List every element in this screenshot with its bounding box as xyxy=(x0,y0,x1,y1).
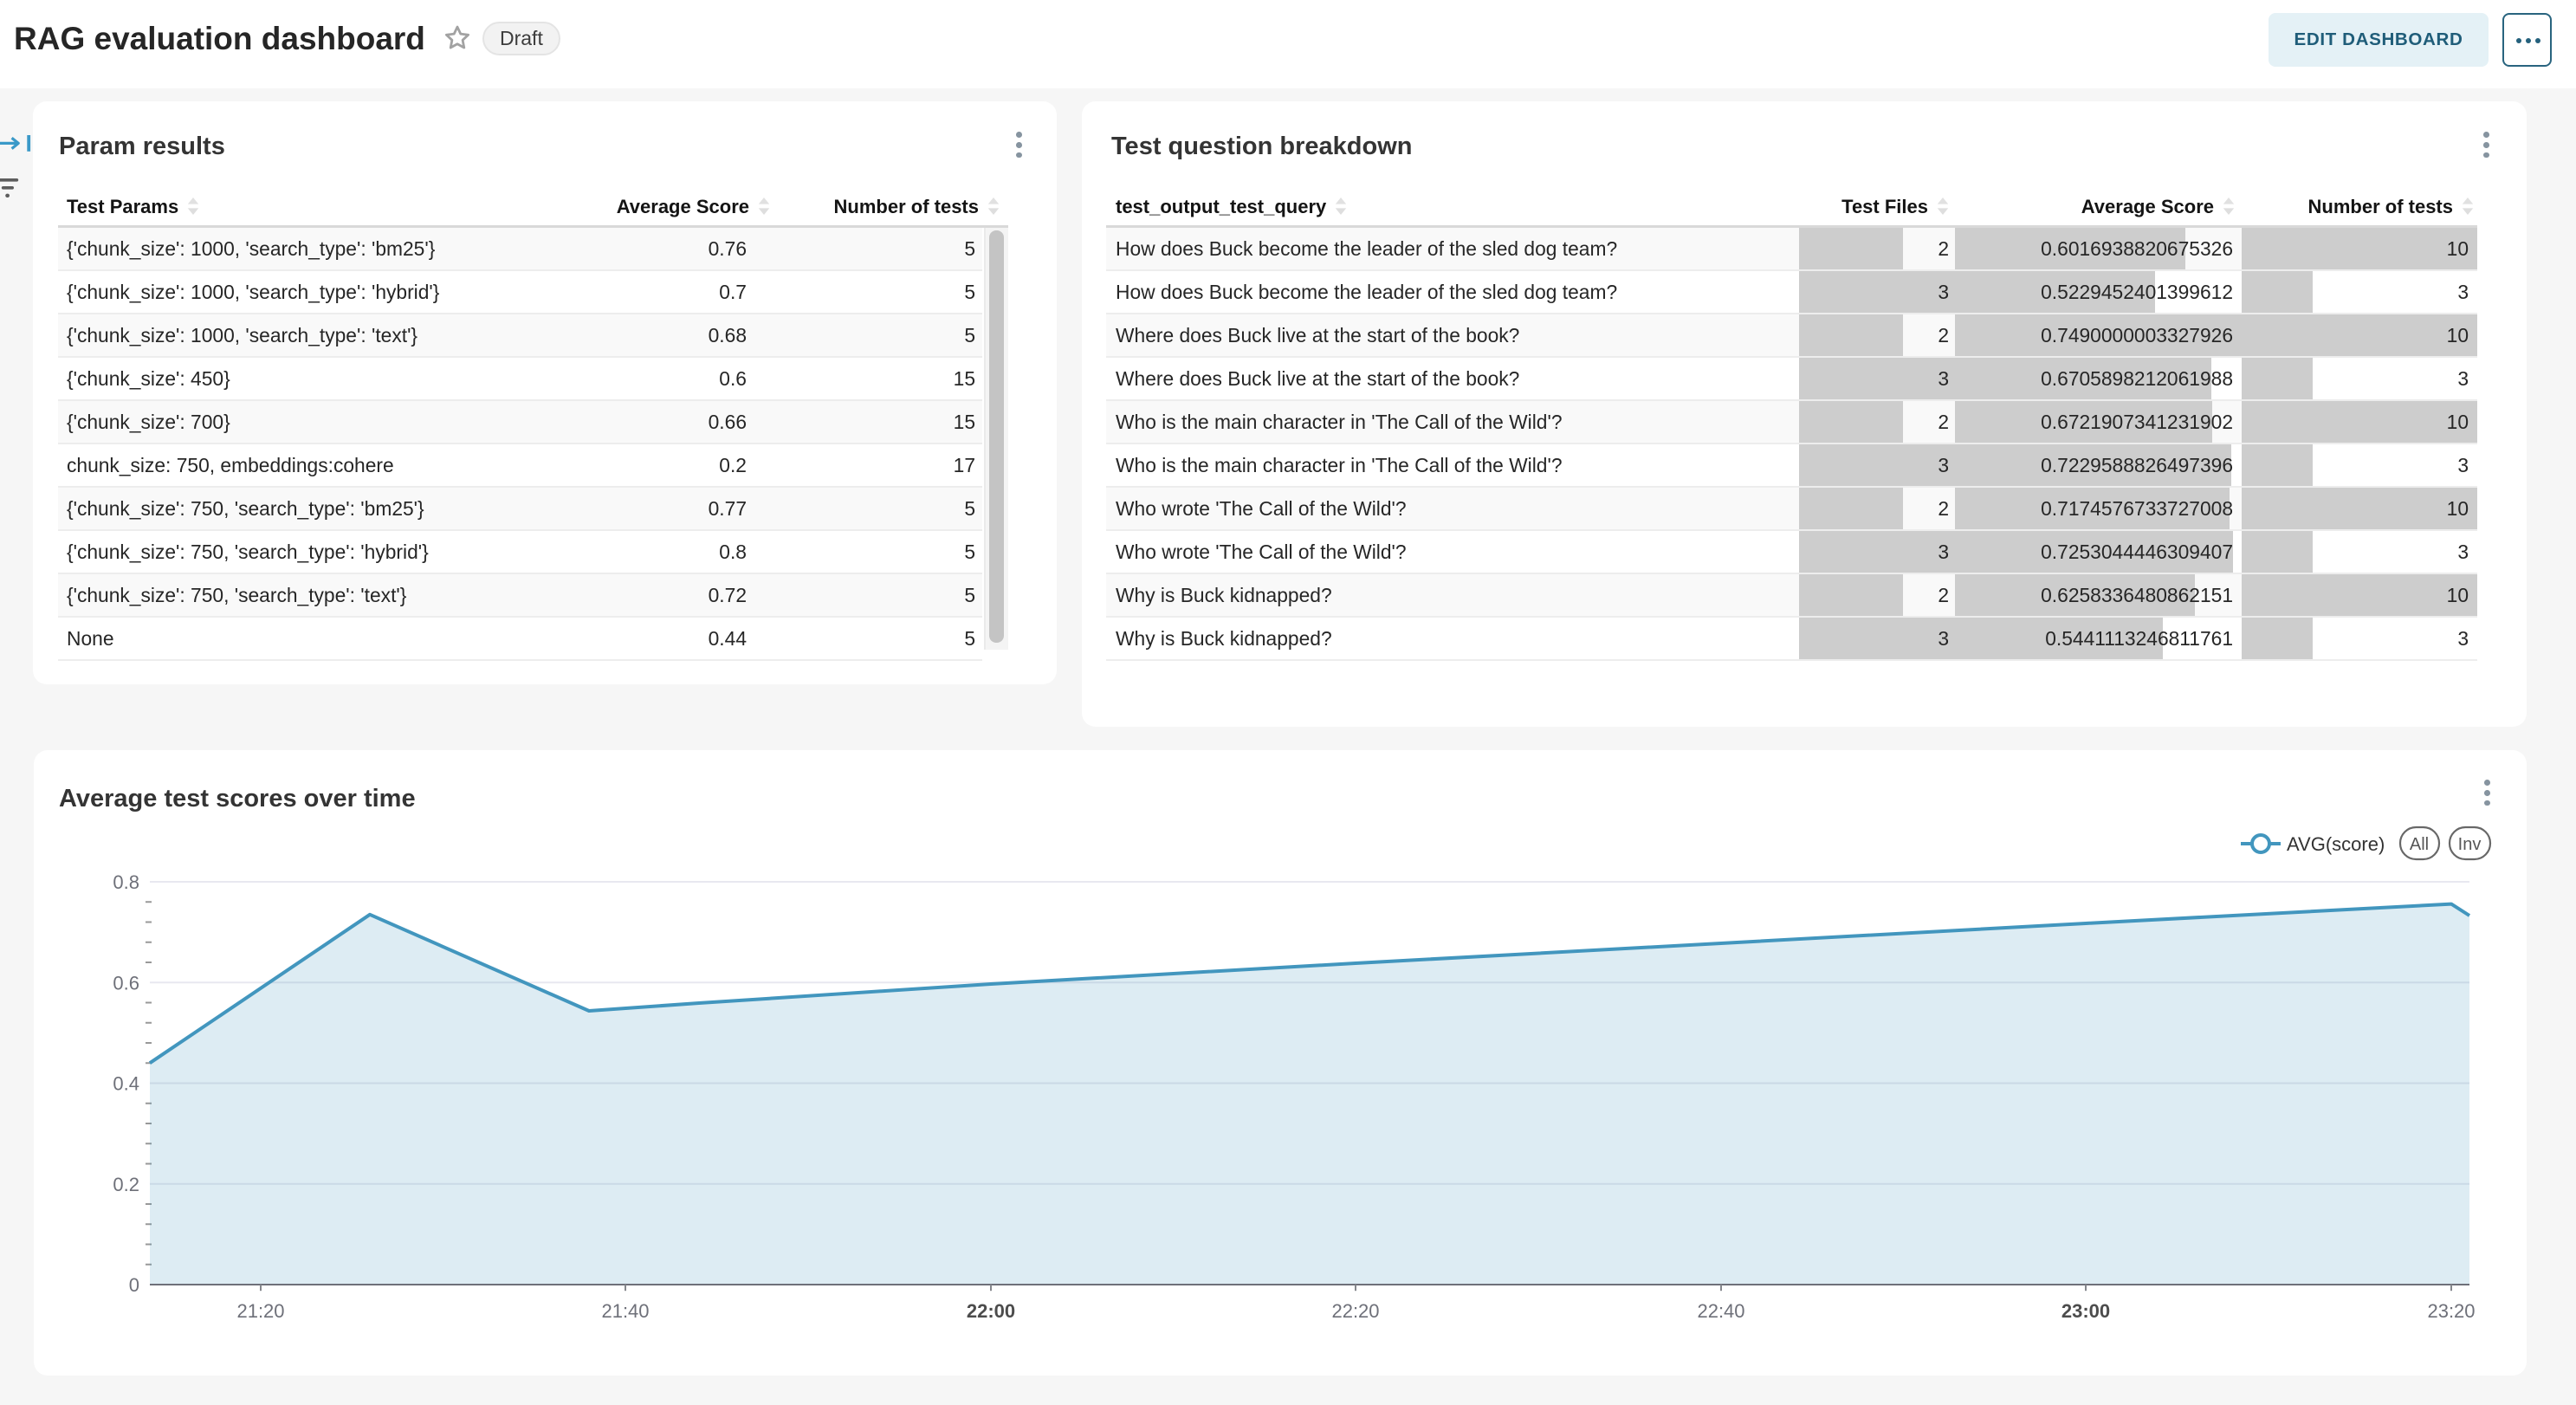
svg-text:0: 0 xyxy=(129,1274,139,1296)
svg-text:AVG(score): AVG(score) xyxy=(2287,833,2385,855)
svg-text:0.8: 0.8 xyxy=(113,871,139,893)
svg-text:0.4: 0.4 xyxy=(113,1073,139,1095)
svg-text:21:40: 21:40 xyxy=(601,1300,649,1322)
svg-text:22:20: 22:20 xyxy=(1331,1300,1379,1322)
svg-text:22:40: 22:40 xyxy=(1697,1300,1744,1322)
svg-text:0.2: 0.2 xyxy=(113,1174,139,1195)
svg-text:22:00: 22:00 xyxy=(967,1300,1015,1322)
svg-text:23:00: 23:00 xyxy=(2061,1300,2110,1322)
svg-text:21:20: 21:20 xyxy=(236,1300,284,1322)
svg-text:0.6: 0.6 xyxy=(113,972,139,994)
svg-text:23:20: 23:20 xyxy=(2427,1300,2475,1322)
svg-text:All: All xyxy=(2410,835,2429,854)
svg-text:Inv: Inv xyxy=(2458,835,2482,854)
